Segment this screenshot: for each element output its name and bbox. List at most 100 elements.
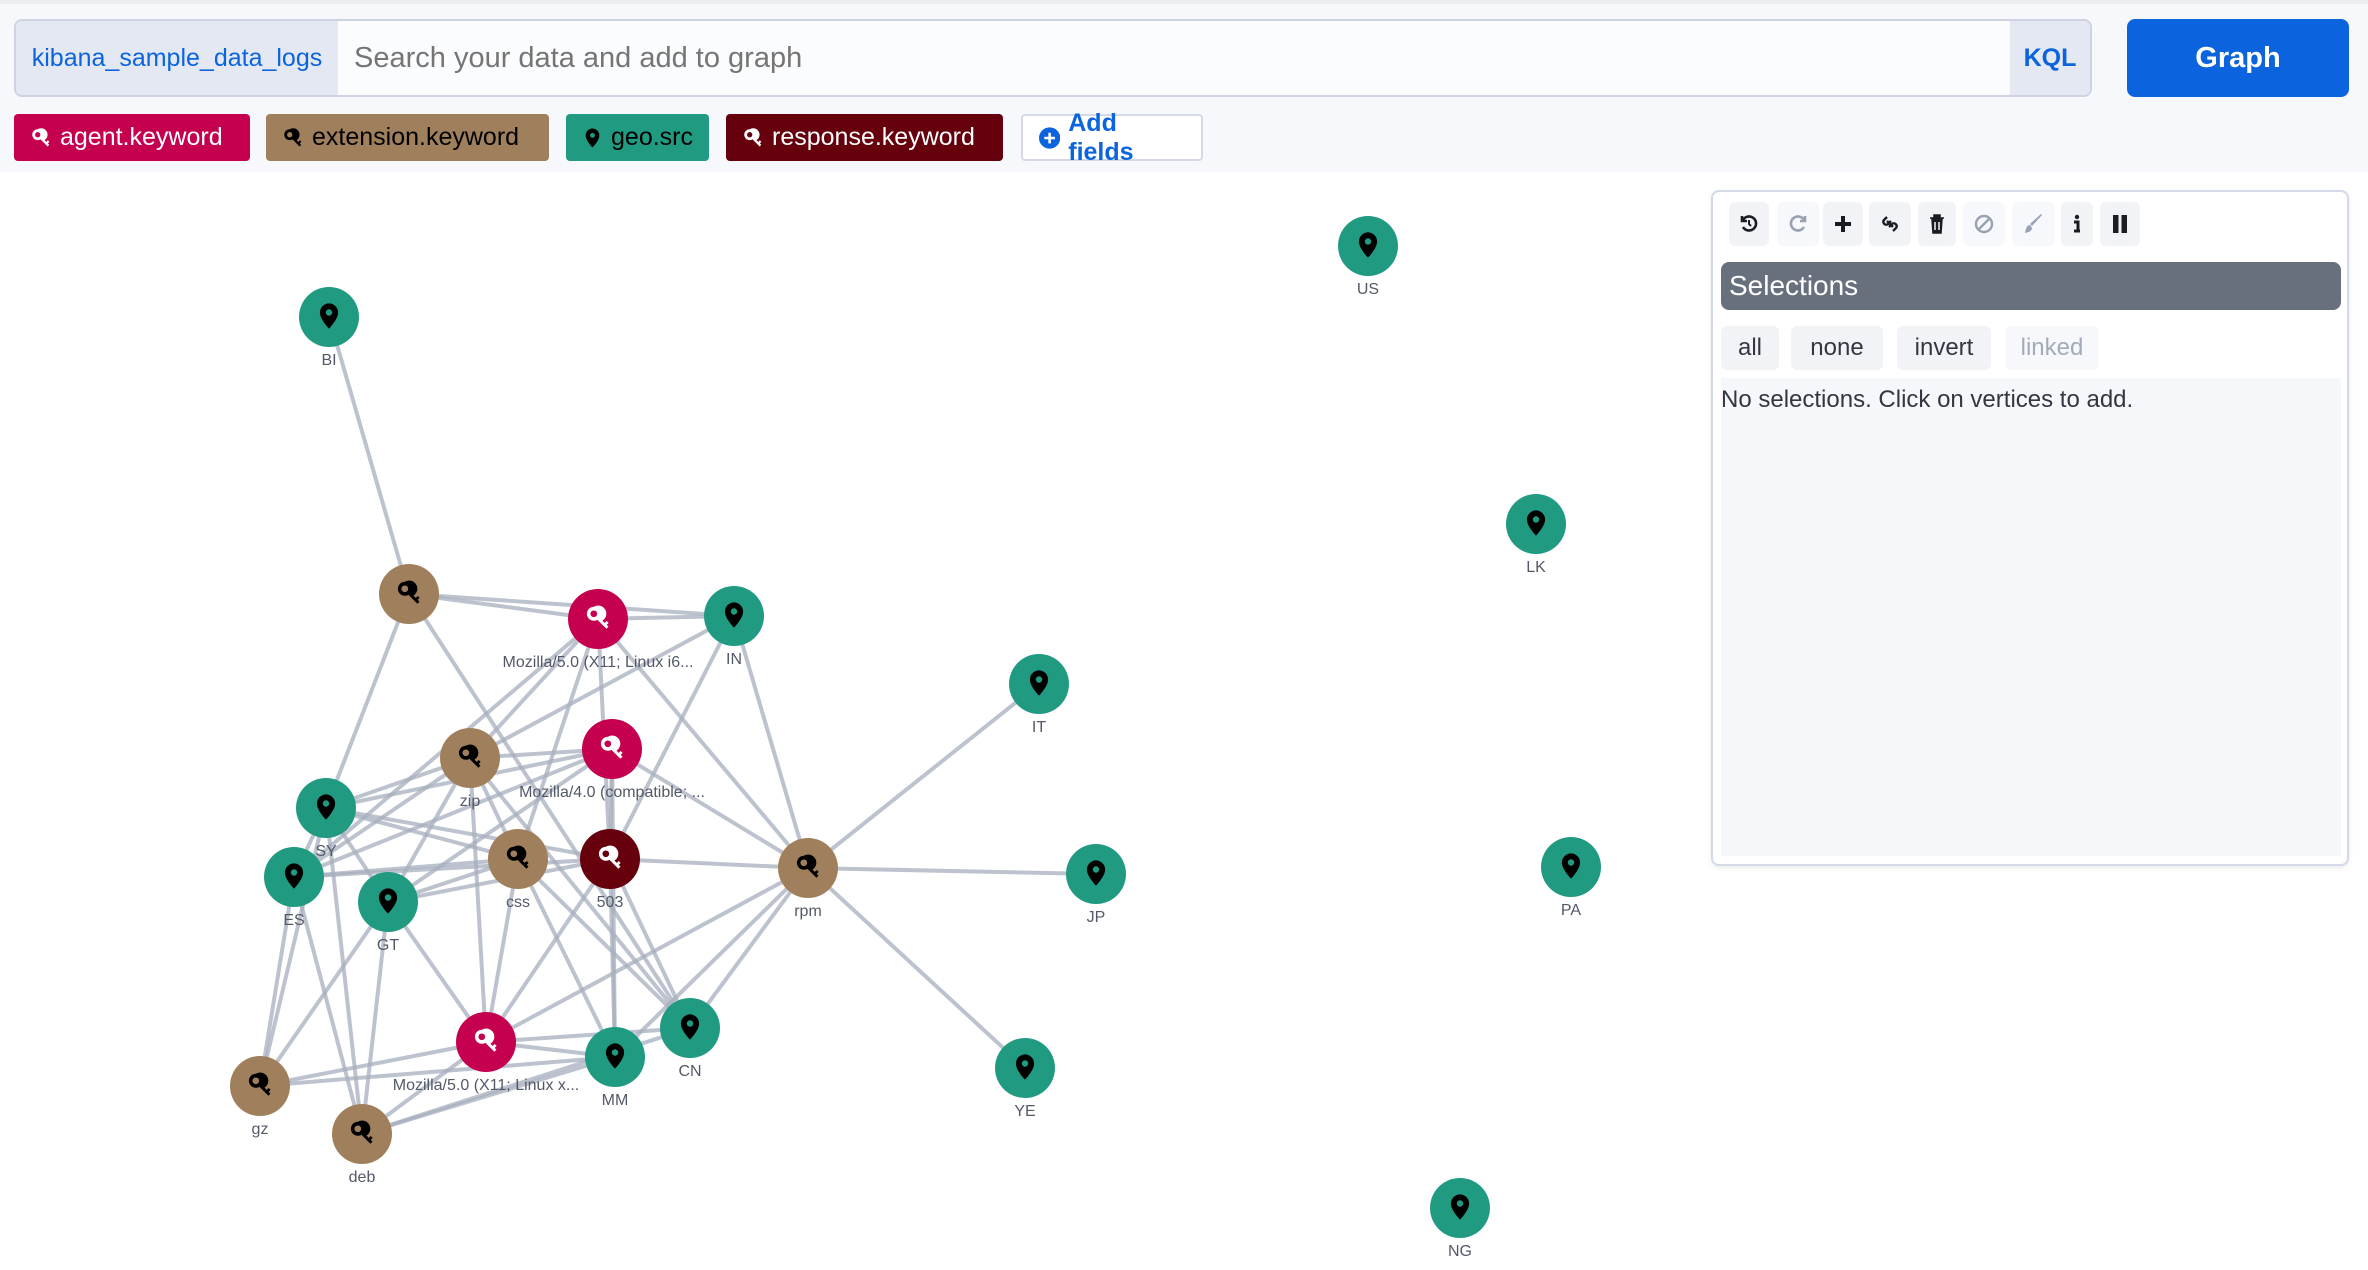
- vertex-label: IN: [726, 651, 742, 668]
- edge-mozi6-rpm[interactable]: [596, 617, 810, 870]
- edge-rpm-MM[interactable]: [613, 866, 810, 1059]
- select-none-button[interactable]: none: [1791, 326, 1883, 370]
- edge-gz-SY[interactable]: [258, 807, 328, 1087]
- edge-ES-deb[interactable]: [292, 876, 364, 1135]
- top-bar: kibana_sample_data_logs KQL Graph agent.…: [0, 0, 2368, 172]
- edge-GT-deb[interactable]: [360, 901, 390, 1135]
- vertex-zip[interactable]: zip: [440, 728, 500, 810]
- edge-MM-gz[interactable]: [259, 1055, 616, 1088]
- vertex-label: 503: [597, 894, 624, 911]
- edge-rpm-CN[interactable]: [688, 866, 810, 1030]
- edge-ES-gz[interactable]: [258, 876, 296, 1087]
- vertex-LK[interactable]: LK: [1506, 494, 1566, 576]
- map-pin-icon: [585, 128, 600, 147]
- edge-moz4-ES[interactable]: [293, 747, 613, 879]
- edge-GT-gz[interactable]: [258, 900, 390, 1088]
- map-pin-icon: [1015, 1054, 1035, 1080]
- vertex-YE[interactable]: YE: [995, 1038, 1055, 1120]
- vertex-ext0[interactable]: [379, 564, 439, 624]
- vertex-label: BI: [321, 352, 336, 369]
- edge-rpm-503[interactable]: [609, 857, 809, 870]
- map-pin-icon: [680, 1014, 700, 1040]
- delete-button[interactable]: [1918, 202, 1956, 246]
- edge-moz4-rpm[interactable]: [610, 747, 810, 870]
- redo-button[interactable]: [1777, 202, 1819, 246]
- vertex-BI[interactable]: BI: [299, 287, 359, 369]
- edge-mozi6-css[interactable]: [516, 618, 600, 860]
- field-pill-response-keyword[interactable]: response.keyword: [726, 114, 1003, 161]
- vertex-US[interactable]: US: [1338, 216, 1398, 298]
- vertex-CN[interactable]: CN: [660, 998, 720, 1080]
- vertex-deb[interactable]: deb: [332, 1104, 392, 1186]
- field-pill-extension-keyword[interactable]: extension.keyword: [266, 114, 549, 161]
- edge-rpm-IT[interactable]: [806, 682, 1041, 870]
- edge-SY-css[interactable]: [325, 806, 519, 861]
- vertex-mozi6[interactable]: Mozilla/5.0 (X11; Linux i6...: [503, 589, 694, 671]
- link-button[interactable]: [1869, 202, 1911, 246]
- vertex-NG[interactable]: NG: [1430, 1178, 1490, 1260]
- edge-BI-ext0[interactable]: [327, 316, 411, 595]
- edge-css-MM[interactable]: [516, 858, 617, 1058]
- edge-IN-503[interactable]: [608, 615, 736, 860]
- vertex-mozx[interactable]: Mozilla/5.0 (X11; Linux x...: [393, 1012, 579, 1094]
- plus-icon: [1835, 216, 1851, 232]
- vertex-SY[interactable]: SY: [296, 778, 356, 860]
- field-pill-agent-keyword[interactable]: agent.keyword: [14, 114, 250, 161]
- vertex-moz4[interactable]: Mozilla/4.0 (compatible; ...: [519, 719, 705, 801]
- edge-IN-rpm[interactable]: [732, 615, 810, 869]
- vertex-rpm[interactable]: rpm: [778, 838, 838, 920]
- search-input[interactable]: [338, 21, 2010, 95]
- edge-rpm-JP[interactable]: [807, 866, 1097, 876]
- edge-ext0-mozi6[interactable]: [408, 592, 599, 621]
- edge-503-mozx[interactable]: [484, 857, 612, 1044]
- field-pill-geo-src[interactable]: geo.src: [566, 114, 709, 161]
- graph-button[interactable]: Graph: [2127, 19, 2349, 97]
- vertex-ES[interactable]: ES: [264, 847, 324, 929]
- map-pin-icon: [284, 863, 304, 889]
- select-all-button[interactable]: all: [1721, 326, 1779, 370]
- vertex-label: CN: [678, 1063, 701, 1080]
- pause-button[interactable]: [2100, 202, 2140, 246]
- edge-css-mozx[interactable]: [484, 858, 520, 1043]
- vertex-gz[interactable]: gz: [230, 1056, 290, 1138]
- edge-IN-zip[interactable]: [469, 614, 735, 760]
- vertex-label: YE: [1014, 1103, 1035, 1120]
- vertex-label: deb: [349, 1169, 376, 1186]
- vertex-IT[interactable]: IT: [1009, 654, 1069, 736]
- edge-css-CN[interactable]: [516, 857, 692, 1030]
- vertex-label: NG: [1448, 1243, 1472, 1260]
- edge-rpm-mozx[interactable]: [485, 866, 809, 1044]
- edge-503-MM[interactable]: [608, 858, 617, 1058]
- edge-mozx-CN[interactable]: [485, 1026, 691, 1044]
- select-invert-button[interactable]: invert: [1897, 326, 1991, 370]
- select-linked-button[interactable]: linked: [2005, 326, 2099, 370]
- edge-mozx-gz[interactable]: [259, 1040, 487, 1088]
- vertex-css[interactable]: css: [488, 829, 548, 911]
- info-button[interactable]: [2061, 202, 2093, 246]
- style-button[interactable]: [2012, 202, 2055, 246]
- index-pattern-selector[interactable]: kibana_sample_data_logs: [16, 21, 338, 95]
- edge-mozi6-zip[interactable]: [468, 617, 600, 760]
- vertex-MM[interactable]: MM: [585, 1027, 645, 1109]
- vertex-GT[interactable]: GT: [358, 872, 418, 954]
- query-language-button[interactable]: KQL: [2010, 21, 2090, 95]
- edge-ES-503[interactable]: [293, 857, 611, 879]
- edge-rpm-YE[interactable]: [806, 866, 1027, 1070]
- graph-canvas[interactable]: BI Mozilla/5.0 (X11; Linux i6... IN IT zip Mo…: [0, 172, 1711, 1270]
- map-pin-icon: [1029, 670, 1049, 696]
- edge-zip-mozx[interactable]: [468, 757, 488, 1043]
- add-fields-button[interactable]: Add fields: [1021, 109, 1203, 166]
- undo-button[interactable]: [1729, 202, 1769, 246]
- vertex-PA[interactable]: PA: [1541, 837, 1601, 919]
- vertex-503[interactable]: 503: [580, 829, 640, 911]
- key-icon: [248, 1072, 271, 1096]
- blocklist-button[interactable]: [1963, 202, 2005, 246]
- block-icon: [1974, 214, 1994, 234]
- edge-zip-CN[interactable]: [468, 756, 692, 1030]
- edge-SY-503[interactable]: [325, 806, 611, 861]
- vertex-IN[interactable]: IN: [704, 586, 764, 668]
- edge-503-CN[interactable]: [608, 858, 692, 1029]
- edge-ext0-SY[interactable]: [324, 593, 411, 809]
- vertex-JP[interactable]: JP: [1066, 844, 1126, 926]
- expand-button[interactable]: [1823, 202, 1863, 246]
